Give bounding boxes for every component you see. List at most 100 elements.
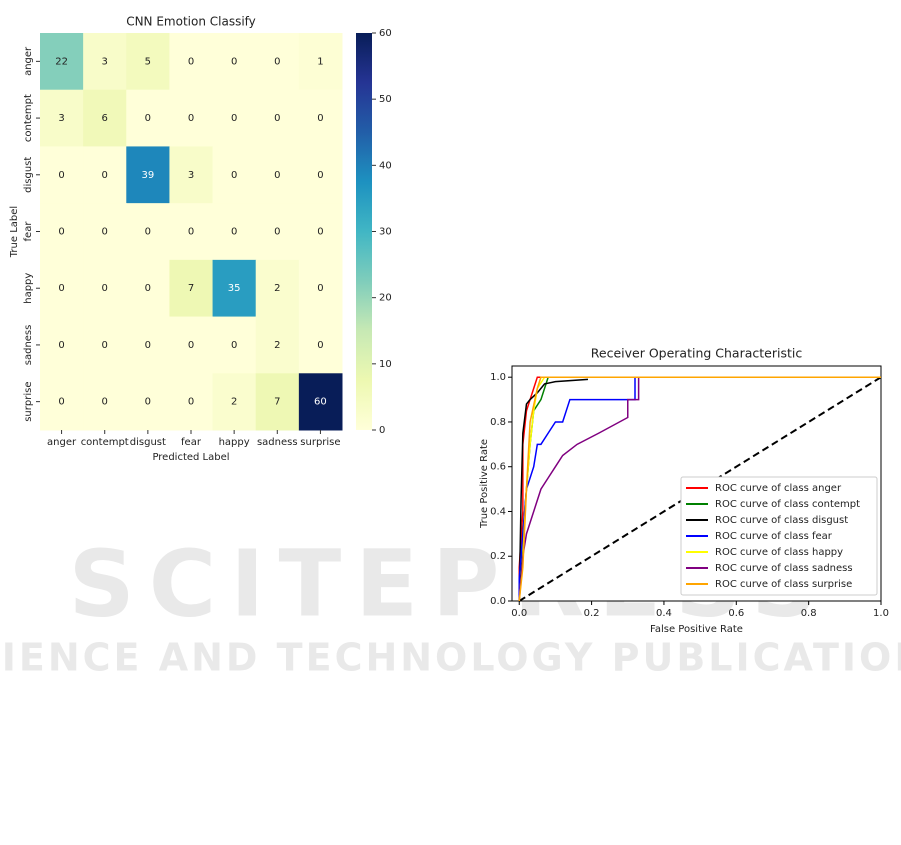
heatmap-cell bbox=[126, 316, 170, 374]
roc-curve bbox=[518, 376, 881, 602]
y-tick-label: anger bbox=[23, 46, 34, 76]
heatmap-cell bbox=[83, 33, 127, 91]
cell-label: 5 bbox=[145, 56, 151, 67]
roc-curve bbox=[518, 378, 589, 602]
heatmap-cell bbox=[255, 373, 300, 431]
chart-title: CNN Emotion Classify bbox=[126, 15, 256, 29]
heatmap-cell bbox=[83, 373, 127, 431]
heatmap-cell bbox=[40, 373, 84, 431]
heatmap-cell bbox=[255, 203, 300, 261]
cell-label: 0 bbox=[102, 340, 108, 351]
colorbar bbox=[356, 33, 372, 430]
cell-label: 0 bbox=[274, 113, 280, 124]
heatmap-cell bbox=[83, 259, 127, 318]
x-axis-label: Predicted Label bbox=[152, 452, 229, 463]
cell-label: 0 bbox=[102, 283, 108, 294]
colorbar-tick-label: 50 bbox=[379, 94, 392, 105]
y-tick-label: disgust bbox=[23, 157, 34, 193]
heatmap-cell bbox=[126, 259, 170, 318]
colorbar-tick-label: 0 bbox=[379, 425, 385, 436]
cell-label: 60 bbox=[314, 397, 327, 408]
cell-label: 7 bbox=[274, 397, 280, 408]
heatmap-cell bbox=[40, 89, 84, 147]
x-tick-label: 0.4 bbox=[656, 608, 672, 619]
heatmap-cell bbox=[40, 146, 84, 204]
heatmap-cell bbox=[169, 259, 214, 318]
y-tick-label: fear bbox=[23, 221, 34, 242]
cell-label: 0 bbox=[145, 397, 151, 408]
y-tick-label: contempt bbox=[23, 94, 34, 142]
cell-label: 2 bbox=[231, 397, 237, 408]
y-axis-label: True Label bbox=[9, 206, 20, 258]
y-tick-label: sadness bbox=[23, 325, 34, 366]
cell-label: 0 bbox=[58, 227, 64, 238]
heatmap-cell bbox=[255, 146, 300, 204]
heatmap-cell bbox=[255, 33, 300, 91]
heatmap-cell bbox=[298, 33, 343, 91]
cell-label: 0 bbox=[58, 170, 64, 181]
legend-label: ROC curve of class happy bbox=[715, 547, 843, 558]
cell-label: 0 bbox=[231, 113, 237, 124]
cell-label: 0 bbox=[231, 170, 237, 181]
cell-label: 0 bbox=[58, 340, 64, 351]
cell-label: 0 bbox=[145, 227, 151, 238]
cell-label: 7 bbox=[188, 283, 194, 294]
legend-label: ROC curve of class disgust bbox=[715, 515, 848, 526]
heatmap-cell bbox=[212, 33, 257, 91]
roc-curve bbox=[518, 376, 881, 602]
cell-label: 0 bbox=[145, 113, 151, 124]
heatmap-cell bbox=[169, 373, 214, 431]
cell-label: 0 bbox=[317, 170, 323, 181]
colorbar-tick-label: 10 bbox=[379, 359, 392, 370]
colorbar-tick-label: 60 bbox=[379, 28, 392, 39]
heatmap-cell bbox=[126, 203, 170, 261]
legend-label: ROC curve of class surprise bbox=[715, 579, 852, 590]
y-tick-label: 0.2 bbox=[490, 551, 506, 562]
cell-label: 0 bbox=[231, 56, 237, 67]
x-tick-label: disgust bbox=[130, 437, 166, 448]
y-tick-label: 0.0 bbox=[490, 596, 506, 607]
cell-label: 2 bbox=[274, 283, 280, 294]
cell-label: 0 bbox=[188, 113, 194, 124]
x-tick-label: 0.6 bbox=[728, 608, 744, 619]
heatmap-cell bbox=[212, 89, 257, 147]
y-tick-label: 0.4 bbox=[490, 506, 506, 517]
cell-label: 1 bbox=[317, 56, 323, 67]
heatmap-cell bbox=[169, 33, 214, 91]
x-tick-label: 0.8 bbox=[801, 608, 817, 619]
colorbar-tick-label: 20 bbox=[379, 293, 392, 304]
heatmap-cell bbox=[212, 203, 257, 261]
x-tick-label: anger bbox=[47, 437, 77, 448]
heatmap-cell bbox=[212, 316, 257, 374]
cell-label: 0 bbox=[317, 113, 323, 124]
heatmap-cell bbox=[126, 89, 170, 147]
cell-label: 35 bbox=[228, 283, 241, 294]
cell-label: 0 bbox=[274, 170, 280, 181]
x-tick-label: 0.2 bbox=[584, 608, 600, 619]
legend-box bbox=[680, 476, 878, 596]
y-axis-label: True Positive Rate bbox=[479, 439, 490, 529]
heatmap-cell bbox=[83, 316, 127, 374]
heatmap-cell bbox=[298, 203, 343, 261]
cell-label: 2 bbox=[274, 340, 280, 351]
heatmap-cell bbox=[169, 146, 214, 204]
heatmap-cell bbox=[298, 89, 343, 147]
legend-label: ROC curve of class fear bbox=[715, 531, 833, 542]
heatmap-cell bbox=[126, 146, 170, 204]
cell-label: 6 bbox=[102, 113, 108, 124]
heatmap-cell bbox=[40, 33, 84, 91]
heatmap-cell bbox=[298, 259, 343, 318]
y-tick-label: 0.8 bbox=[490, 417, 506, 428]
heatmap-cell bbox=[255, 89, 300, 147]
cell-label: 0 bbox=[274, 56, 280, 67]
x-tick-label: 1.0 bbox=[873, 608, 889, 619]
cell-label: 0 bbox=[188, 56, 194, 67]
heatmap-cell bbox=[255, 316, 300, 374]
heatmap-cell bbox=[40, 259, 84, 318]
heatmap-cell bbox=[298, 316, 343, 374]
heatmap-cell bbox=[126, 33, 170, 91]
heatmap-cell bbox=[169, 89, 214, 147]
cell-label: 3 bbox=[58, 113, 64, 124]
cell-label: 0 bbox=[188, 340, 194, 351]
